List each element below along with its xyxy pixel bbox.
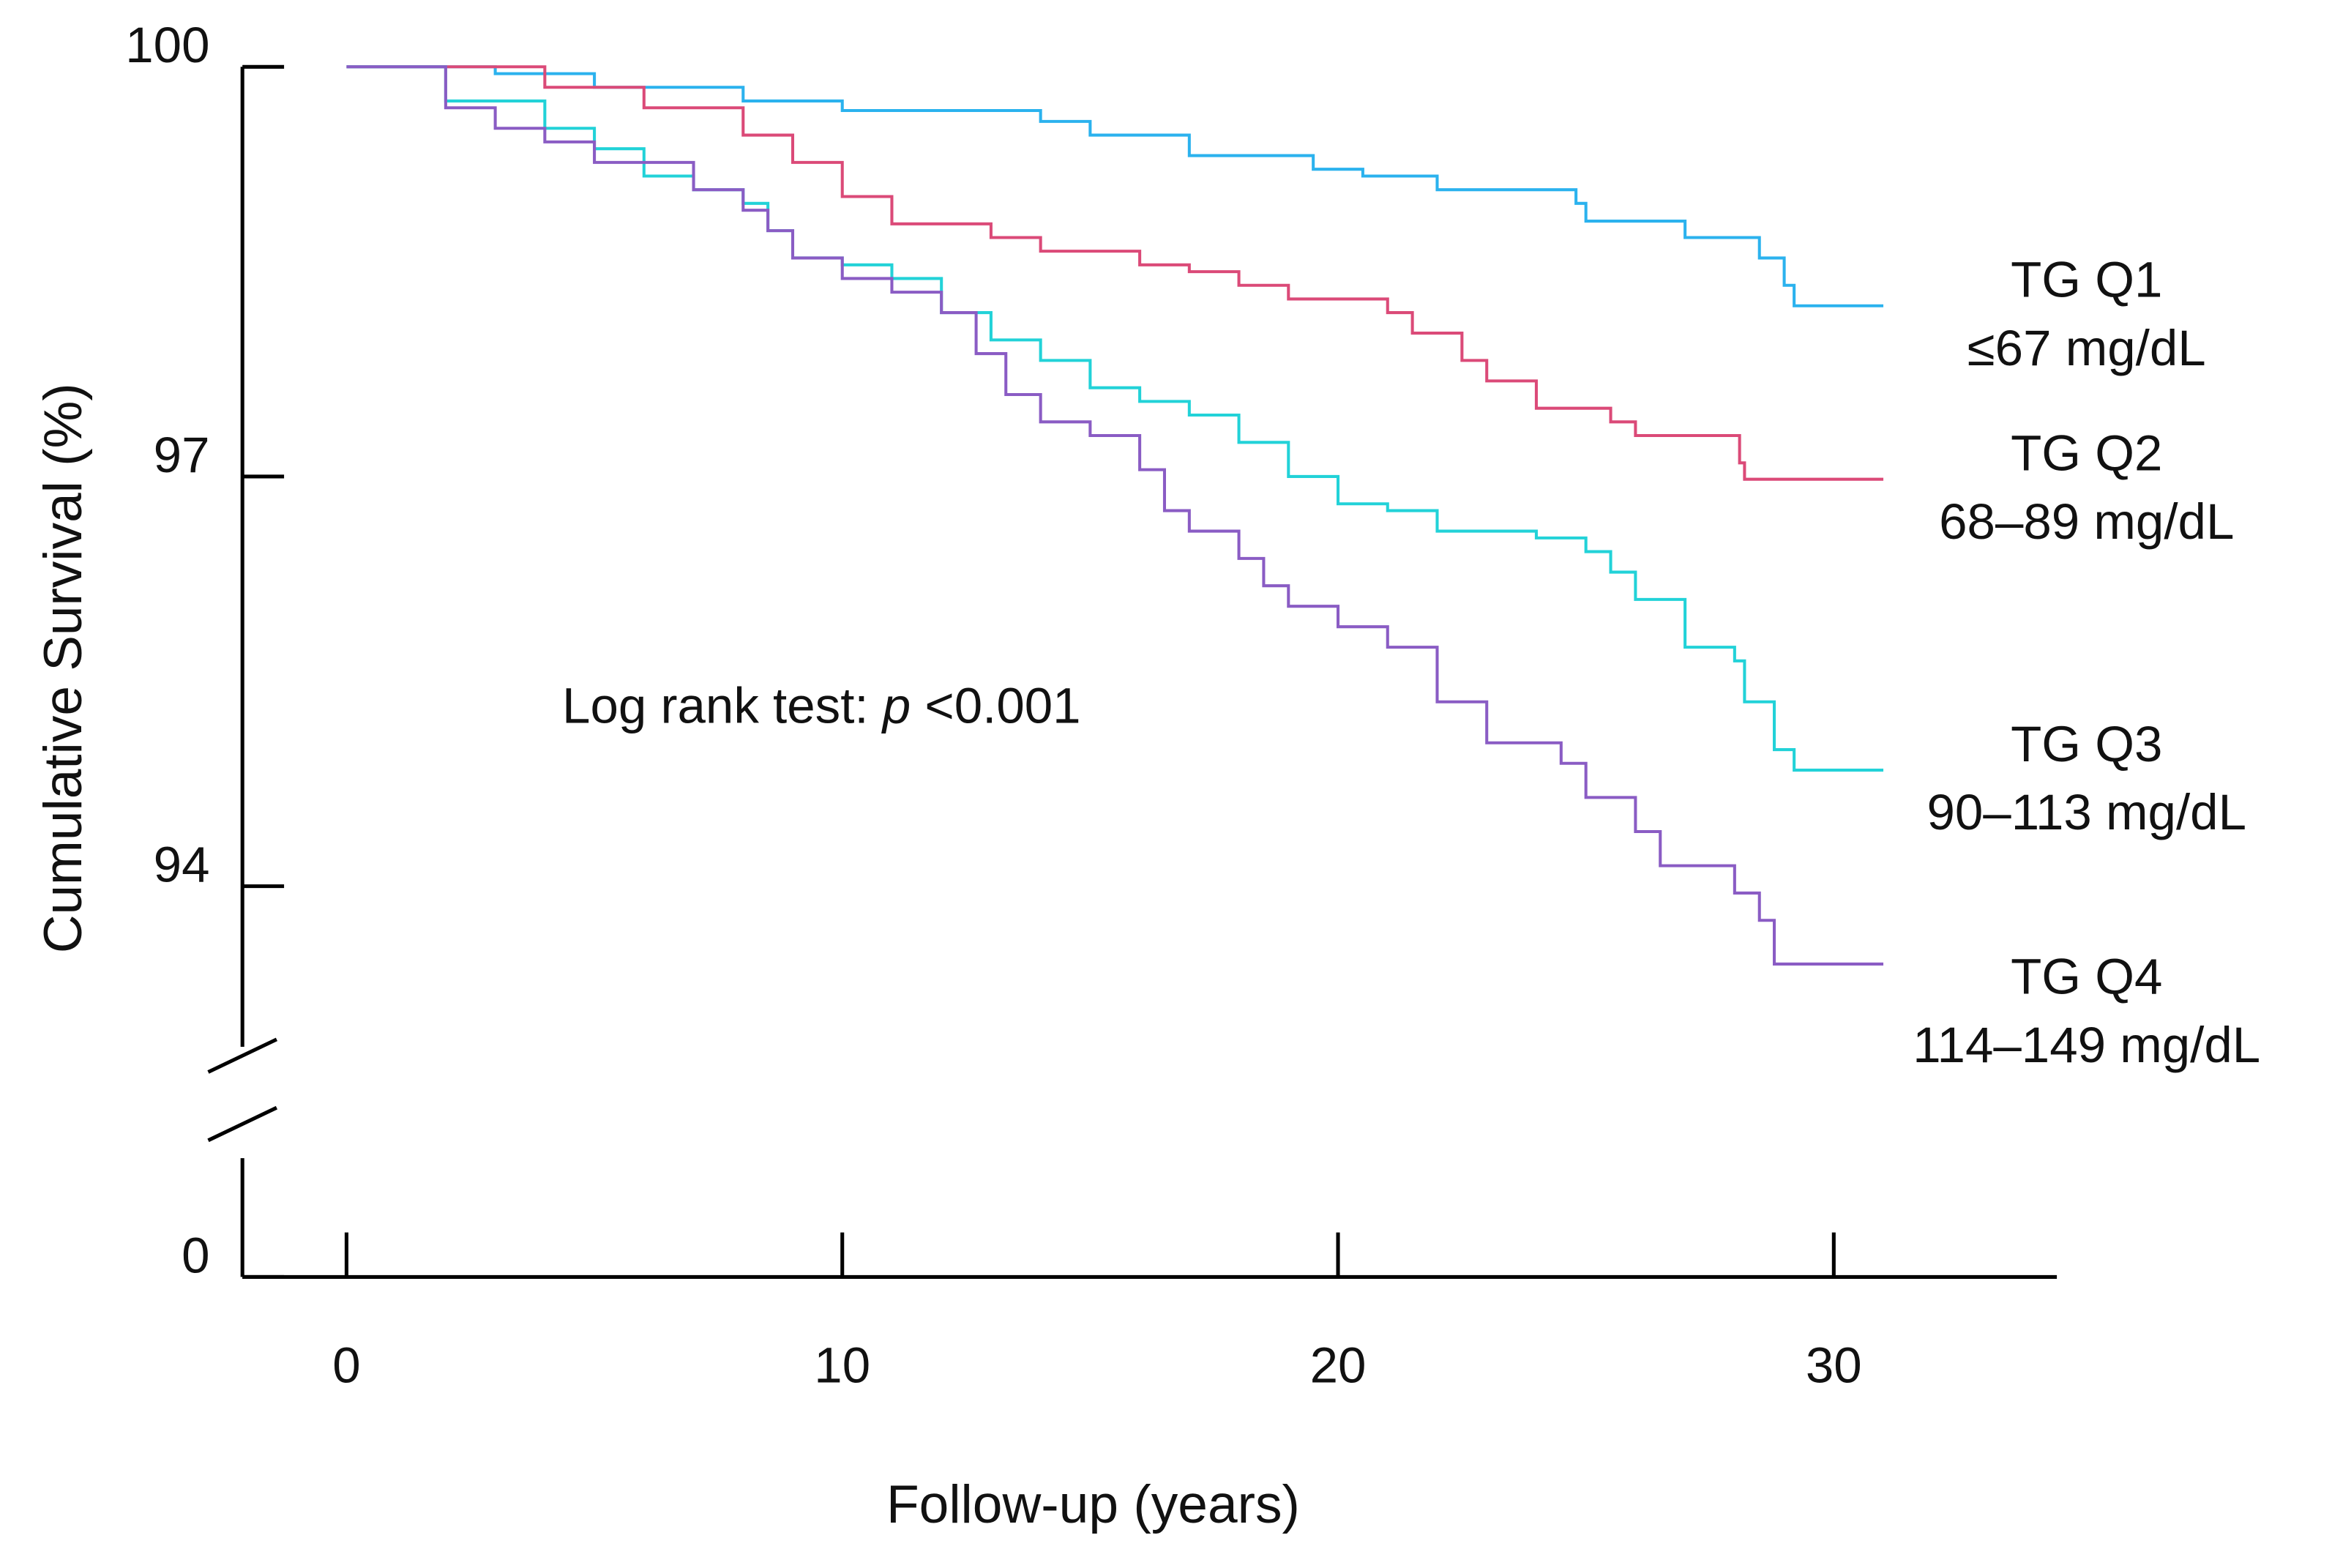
axis-break — [207, 1105, 278, 1143]
y-tick-label: 94 — [154, 837, 210, 893]
survival-curve — [346, 65, 1884, 772]
x-tick-label: 30 — [1806, 1337, 1862, 1393]
annotation-text: Log rank test: — [562, 678, 883, 734]
legend-range: 114–149 mg/dL — [1913, 1017, 2260, 1073]
legend-range: 68–89 mg/dL — [1939, 493, 2234, 550]
annotation: Log rank test: p <0.001 — [562, 678, 1081, 734]
legend-label: TG Q4 — [2011, 949, 2162, 1005]
y-axis-title: Cumulative Survival (%) — [34, 383, 93, 953]
annotation-text: <0.001 — [911, 678, 1080, 734]
survival-curve — [346, 65, 1884, 966]
y-tick-label: 100 — [125, 17, 209, 73]
y-tick-label: 0 — [182, 1227, 209, 1283]
legend-range: ≤67 mg/dL — [1967, 320, 2206, 376]
x-tick-label: 20 — [1310, 1337, 1367, 1393]
survival-curve — [346, 65, 1884, 481]
x-axis-title: Follow-up (years) — [886, 1475, 1300, 1534]
annotation-p: p — [881, 678, 911, 734]
survival-curve — [346, 65, 1884, 307]
axis-break — [207, 1037, 278, 1074]
legend-label: TG Q3 — [2011, 716, 2162, 772]
x-tick-label: 0 — [332, 1337, 360, 1393]
legend-label: TG Q2 — [2011, 425, 2162, 482]
x-tick-label: 10 — [814, 1337, 870, 1393]
legend-range: 90–113 mg/dL — [1926, 784, 2246, 840]
legend-label: TG Q1 — [2011, 252, 2162, 308]
y-tick-label: 97 — [154, 427, 210, 483]
